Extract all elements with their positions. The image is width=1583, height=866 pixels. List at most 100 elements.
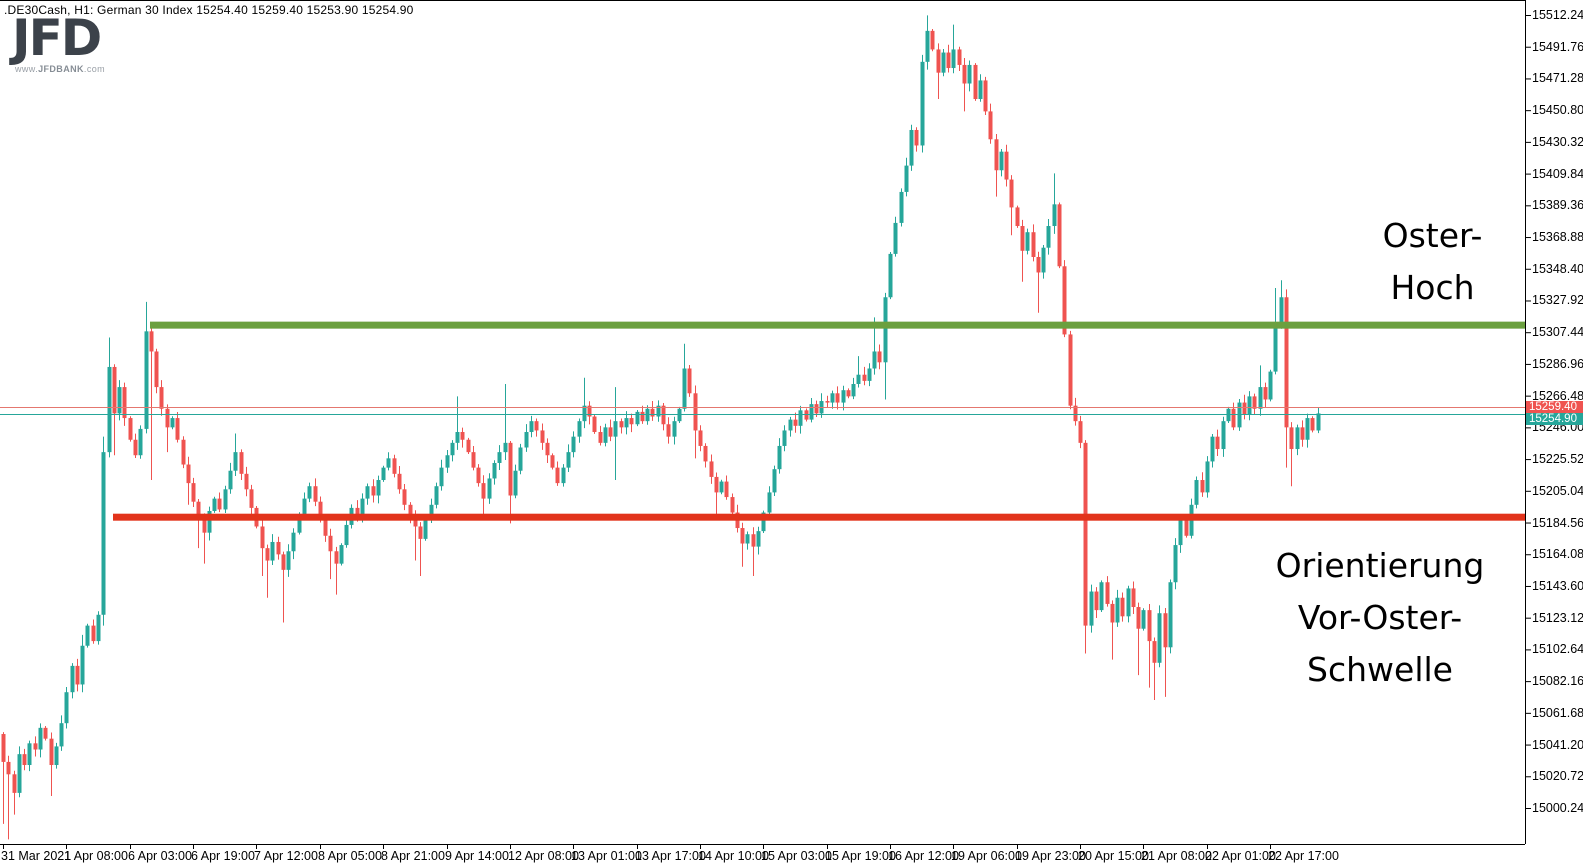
annotation-line: Schwelle — [1307, 650, 1453, 689]
candle-body — [656, 405, 661, 417]
candle-body — [1020, 226, 1025, 251]
candle-body — [1279, 297, 1284, 326]
jfd-logo-text: JFD — [12, 9, 102, 67]
candle-body — [767, 492, 772, 513]
vor-oster-schwelle-level — [113, 513, 1525, 521]
candle-body — [793, 419, 798, 426]
candle-body — [508, 442, 513, 496]
candle-body — [80, 645, 85, 685]
candle-body — [1205, 461, 1210, 493]
candle-body — [402, 489, 407, 505]
candle-body — [1157, 613, 1162, 663]
candle-body — [761, 512, 766, 532]
time-axis-label: 19 Apr 06:00 — [951, 849, 1022, 863]
candle-body — [1099, 582, 1104, 611]
candle-body — [217, 498, 222, 510]
candle-body — [571, 436, 576, 453]
candle-body — [1089, 591, 1094, 626]
candle-body — [1163, 613, 1168, 648]
price-axis-label: 15082.16 — [1532, 674, 1583, 689]
candle-body — [476, 467, 481, 484]
candle-body — [555, 467, 560, 484]
price-axis-label: 15225.52 — [1532, 452, 1583, 467]
candle-body — [751, 534, 756, 547]
price-axis-label: 15184.56 — [1532, 515, 1583, 530]
candle-body — [1258, 387, 1263, 409]
time-axis-label: 22 Apr 17:00 — [1268, 849, 1339, 863]
candle-body — [423, 520, 428, 539]
candle-body — [1215, 436, 1220, 450]
candle-body — [1094, 591, 1099, 611]
time-axis-label: 8 Apr 05:00 — [318, 849, 382, 863]
candle-body — [672, 421, 677, 437]
candle-body — [1200, 480, 1205, 493]
price-axis-label: 15368.88 — [1532, 230, 1583, 245]
candle-body — [714, 476, 719, 493]
candle-body — [518, 447, 523, 471]
candle-body — [629, 418, 634, 425]
candle-body — [1305, 418, 1310, 440]
candle-body — [455, 432, 460, 443]
candle-body — [397, 473, 402, 490]
candle-body — [703, 445, 708, 462]
candle-body — [999, 151, 1004, 171]
candle-body — [561, 467, 566, 484]
candle-body — [1252, 396, 1257, 409]
candle-body — [936, 49, 941, 73]
candle-body — [1131, 588, 1136, 608]
candle-body — [339, 545, 344, 564]
candle-body — [798, 410, 803, 426]
candle-body — [1273, 325, 1278, 372]
candle-body — [49, 738, 54, 766]
candle-body — [846, 390, 851, 397]
candle-body — [851, 383, 856, 397]
candle-body — [1284, 297, 1289, 428]
candle-body — [545, 442, 550, 456]
candle-body — [1062, 266, 1067, 335]
candle-body — [344, 524, 349, 546]
candle-body — [133, 439, 138, 456]
candle-body — [877, 351, 882, 363]
candle-body — [825, 401, 830, 403]
candle-body — [334, 551, 339, 564]
price-axis-label: 15143.60 — [1532, 578, 1583, 593]
price-axis-label: 15389.36 — [1532, 198, 1583, 213]
candle-body — [635, 411, 640, 425]
candle-body — [38, 727, 43, 750]
candle-body — [1036, 256, 1041, 273]
candle-body — [925, 30, 930, 62]
candle-body — [101, 452, 106, 615]
time-axis-label: 13 Apr 17:00 — [635, 849, 706, 863]
candle-body — [487, 478, 492, 499]
annotation-vor-oster-schwelle: Orientierung Vor-Oster- Schwelle — [1225, 540, 1535, 696]
candle-body — [365, 486, 370, 499]
candle-body — [930, 30, 935, 50]
price-axis-label: 15286.96 — [1532, 356, 1583, 371]
candle-body — [862, 374, 867, 381]
candle-body — [1057, 204, 1062, 267]
candle-body — [841, 390, 846, 403]
candle-body — [1115, 597, 1120, 623]
candle-body — [503, 442, 508, 453]
candle-body — [418, 526, 423, 539]
candle-body — [1105, 582, 1110, 604]
candle-body — [1073, 405, 1078, 422]
candle-body — [297, 514, 302, 533]
oster-hoch-level — [150, 321, 1525, 329]
candle-body — [550, 455, 555, 468]
candle-body — [909, 129, 914, 166]
candle-body — [693, 393, 698, 431]
candle-body — [355, 507, 360, 518]
candle-body — [244, 473, 249, 490]
candle-body — [724, 481, 729, 498]
candle-body — [814, 404, 819, 414]
candle-body — [265, 548, 270, 561]
candle-body — [1184, 520, 1189, 536]
candle-body — [1041, 247, 1046, 273]
candle-body — [122, 387, 127, 419]
candle-body — [1242, 402, 1247, 415]
candle-body — [603, 427, 608, 443]
candle-body — [835, 393, 840, 403]
candle-body — [434, 486, 439, 505]
